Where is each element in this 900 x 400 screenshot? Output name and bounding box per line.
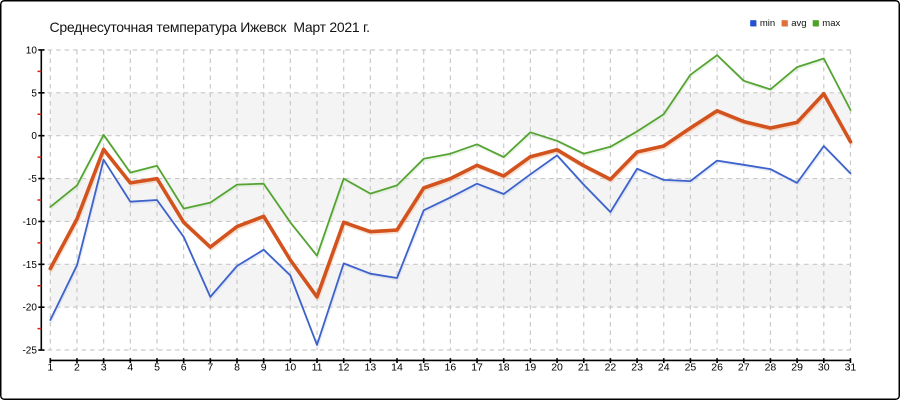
svg-text:20: 20 — [551, 361, 563, 373]
svg-text:13: 13 — [365, 361, 377, 373]
svg-text:25: 25 — [685, 361, 697, 373]
svg-text:18: 18 — [498, 361, 510, 373]
svg-text:16: 16 — [445, 361, 457, 373]
svg-text:5: 5 — [31, 88, 37, 99]
svg-text:11: 11 — [312, 361, 323, 373]
svg-text:-20: -20 — [22, 303, 37, 314]
svg-text:2: 2 — [74, 361, 80, 373]
svg-text:max: max — [822, 18, 840, 29]
svg-text:29: 29 — [791, 361, 803, 373]
svg-text:23: 23 — [631, 361, 643, 373]
svg-text:3: 3 — [101, 361, 107, 373]
svg-text:4: 4 — [127, 361, 133, 373]
svg-text:-15: -15 — [22, 260, 37, 271]
svg-text:-10: -10 — [22, 217, 37, 228]
svg-text:1: 1 — [47, 361, 53, 373]
svg-text:avg: avg — [791, 18, 806, 29]
svg-text:-25: -25 — [22, 346, 37, 357]
svg-text:14: 14 — [391, 361, 403, 373]
svg-text:min: min — [760, 18, 775, 29]
svg-text:5: 5 — [154, 361, 160, 373]
svg-text:Среднесуточная температура Иже: Среднесуточная температура Ижевск Март 2… — [50, 19, 370, 35]
svg-text:10: 10 — [26, 45, 38, 56]
svg-text:-5: -5 — [28, 174, 37, 185]
svg-text:24: 24 — [658, 361, 670, 373]
svg-text:21: 21 — [578, 361, 590, 373]
svg-text:12: 12 — [338, 361, 350, 373]
svg-text:22: 22 — [605, 361, 617, 373]
svg-text:17: 17 — [471, 361, 483, 373]
svg-text:8: 8 — [234, 361, 240, 373]
svg-text:19: 19 — [525, 361, 537, 373]
svg-text:6: 6 — [181, 361, 187, 373]
svg-text:15: 15 — [418, 361, 430, 373]
svg-text:30: 30 — [818, 361, 830, 373]
svg-text:31: 31 — [845, 361, 857, 373]
svg-text:26: 26 — [711, 361, 723, 373]
svg-text:9: 9 — [261, 361, 267, 373]
svg-text:0: 0 — [31, 131, 37, 142]
svg-text:28: 28 — [765, 361, 777, 373]
svg-text:10: 10 — [285, 361, 297, 373]
svg-text:27: 27 — [738, 361, 750, 373]
svg-text:7: 7 — [207, 361, 213, 373]
